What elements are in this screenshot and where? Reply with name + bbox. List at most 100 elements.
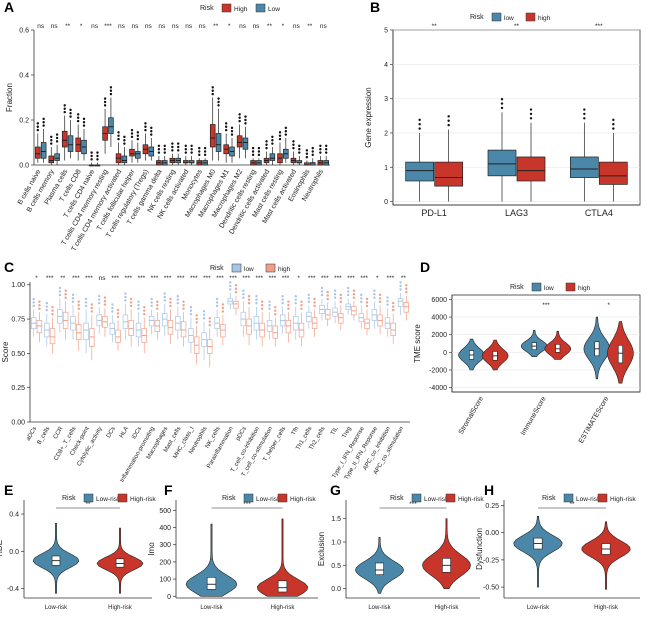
outlier-point bbox=[217, 100, 220, 104]
outlier-point bbox=[313, 304, 316, 308]
significance-label: ns bbox=[293, 23, 301, 30]
outlier-point bbox=[90, 306, 94, 310]
violin-shape bbox=[581, 521, 631, 590]
outlier-point bbox=[55, 136, 59, 140]
outlier-point bbox=[156, 307, 159, 310]
y-tick-label: 0.2 bbox=[19, 118, 29, 125]
outlier-point bbox=[42, 117, 45, 121]
outlier-point bbox=[324, 148, 328, 151]
outlier-point bbox=[529, 117, 533, 120]
legend-swatch bbox=[525, 12, 536, 22]
outlier-point bbox=[208, 320, 211, 323]
outlier-point bbox=[84, 304, 88, 308]
y-tick-label: -0.50 bbox=[483, 585, 499, 592]
outlier-point bbox=[418, 118, 421, 122]
significance-label: ** bbox=[307, 23, 313, 30]
outlier-point bbox=[298, 144, 301, 148]
outlier-point bbox=[418, 122, 421, 126]
box bbox=[209, 124, 216, 148]
significance-label: ns bbox=[158, 23, 166, 30]
outlier-point bbox=[346, 286, 350, 290]
outlier-point bbox=[399, 288, 402, 291]
outlier-point bbox=[255, 302, 258, 305]
outlier-point bbox=[500, 106, 504, 110]
significance-label: * bbox=[607, 302, 610, 309]
y-tick-label: 6000 bbox=[431, 297, 447, 304]
outlier-point bbox=[109, 89, 113, 92]
significance-label: *** bbox=[387, 275, 395, 282]
outlier-point bbox=[265, 140, 268, 143]
box bbox=[272, 325, 278, 339]
outlier-point bbox=[278, 131, 282, 134]
legend-swatch bbox=[597, 493, 608, 503]
box bbox=[236, 135, 243, 148]
outlier-point bbox=[90, 303, 94, 306]
outlier-point bbox=[265, 143, 268, 146]
outlier-point bbox=[143, 312, 146, 316]
outlier-point bbox=[238, 116, 241, 119]
outlier-point bbox=[221, 306, 225, 310]
outlier-point bbox=[260, 307, 264, 310]
legend-title: Risk bbox=[542, 495, 556, 502]
y-tick-label: 0.00 bbox=[11, 420, 25, 427]
outlier-point bbox=[313, 301, 316, 304]
panel-letter: E bbox=[4, 482, 13, 498]
legend-title: Risk bbox=[222, 495, 236, 502]
significance-label: *** bbox=[177, 275, 185, 282]
significance-label: *** bbox=[104, 23, 112, 30]
outlier-point bbox=[32, 304, 35, 308]
significance-label: ns bbox=[320, 23, 328, 30]
legend-item-label: High-risk bbox=[610, 496, 636, 503]
outlier-point bbox=[339, 293, 342, 297]
significance-label: *** bbox=[308, 275, 316, 282]
significance-label: ** bbox=[401, 275, 407, 282]
significance-label: *** bbox=[203, 275, 211, 282]
outlier-point bbox=[111, 306, 114, 310]
outlier-point bbox=[292, 146, 295, 150]
legend-swatch bbox=[83, 493, 94, 503]
outlier-point bbox=[612, 127, 615, 130]
outlier-point bbox=[208, 323, 211, 327]
significance-label: ns bbox=[145, 23, 153, 30]
y-tick-label: 0.4 bbox=[19, 73, 29, 80]
outlier-point bbox=[129, 301, 133, 304]
outlier-point bbox=[257, 153, 261, 157]
outlier-point bbox=[529, 108, 533, 111]
outlier-point bbox=[51, 309, 54, 312]
outlier-point bbox=[184, 151, 188, 154]
outlier-point bbox=[103, 104, 107, 107]
significance-label: ** bbox=[65, 23, 71, 30]
violin-shape bbox=[256, 518, 309, 597]
significance-label: *** bbox=[242, 275, 250, 282]
y-tick-label: 0.00 bbox=[485, 530, 499, 537]
x-tick-label: Treg bbox=[342, 426, 353, 440]
outlier-point bbox=[352, 296, 356, 299]
box bbox=[306, 311, 312, 323]
outlier-point bbox=[96, 151, 99, 154]
box bbox=[487, 149, 517, 177]
outlier-point bbox=[221, 310, 225, 313]
outlier-point bbox=[373, 296, 376, 299]
outlier-point bbox=[287, 303, 290, 307]
y-tick-label: 3 bbox=[384, 96, 388, 103]
outlier-point bbox=[198, 150, 201, 153]
outlier-point bbox=[311, 153, 314, 157]
panel-b: B 0 1 2 3 4 5 Gene expression Risk low high PD-L1 **… bbox=[364, 0, 641, 218]
outlier-point bbox=[244, 115, 247, 118]
outlier-point bbox=[69, 108, 72, 112]
outlier-point bbox=[182, 307, 185, 310]
y-tick-label: 100 bbox=[159, 577, 171, 584]
outlier-point bbox=[324, 144, 328, 148]
outlier-point bbox=[124, 292, 127, 295]
outlier-point bbox=[109, 86, 113, 89]
box bbox=[128, 320, 134, 336]
outlier-point bbox=[255, 298, 258, 301]
outlier-point bbox=[215, 301, 219, 304]
outlier-point bbox=[169, 301, 172, 304]
outlier-point bbox=[386, 296, 389, 299]
outlier-point bbox=[195, 314, 198, 317]
outlier-point bbox=[229, 284, 232, 288]
panel-letter: A bbox=[4, 0, 14, 15]
outlier-point bbox=[203, 146, 207, 150]
